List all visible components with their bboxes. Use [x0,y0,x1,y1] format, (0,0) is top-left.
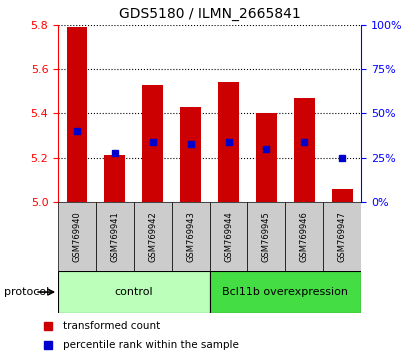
Bar [218,82,239,202]
Text: GSM769943: GSM769943 [186,211,195,262]
Text: GSM769942: GSM769942 [148,211,157,262]
Text: GSM769941: GSM769941 [110,211,120,262]
Bar [210,271,361,313]
Text: Bcl11b overexpression: Bcl11b overexpression [222,287,348,297]
Bar [247,202,285,271]
Bar [58,271,210,313]
Text: control: control [115,287,153,297]
Text: protocol: protocol [4,287,49,297]
Bar [323,202,361,271]
Bar [134,202,172,271]
Bar [172,202,210,271]
Bar [58,202,96,271]
Bar [332,189,352,202]
Text: GSM769944: GSM769944 [224,211,233,262]
Text: GSM769946: GSM769946 [300,211,309,262]
Bar [105,155,125,202]
Text: percentile rank within the sample: percentile rank within the sample [63,340,239,350]
Bar [180,107,201,202]
Text: GSM769947: GSM769947 [338,211,347,262]
Text: transformed count: transformed count [63,321,160,331]
Text: GSM769940: GSM769940 [73,211,81,262]
Bar [286,202,323,271]
Text: GSM769945: GSM769945 [262,211,271,262]
Bar [210,202,247,271]
Bar [142,85,163,202]
Bar [67,27,88,202]
Title: GDS5180 / ILMN_2665841: GDS5180 / ILMN_2665841 [119,7,300,21]
Bar [256,113,277,202]
Bar [96,202,134,271]
Bar [294,98,315,202]
